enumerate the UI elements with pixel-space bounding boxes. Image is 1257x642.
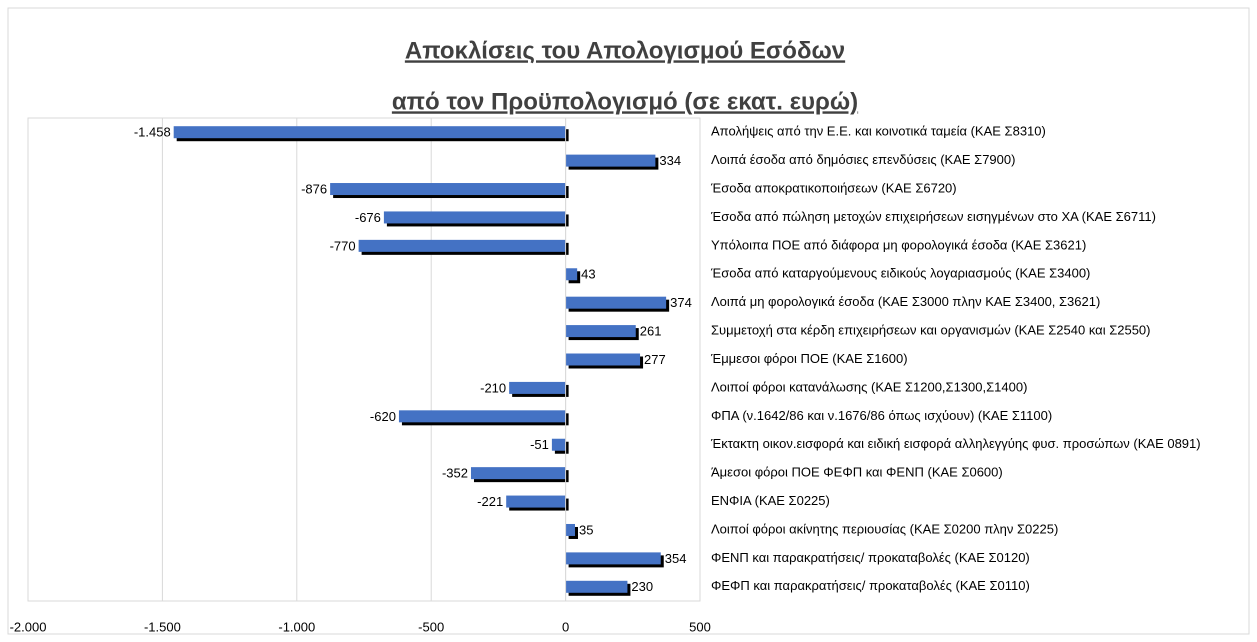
data-label: 43 [581,267,595,282]
data-label: 334 [659,153,681,168]
data-label: 35 [579,522,593,537]
data-label: -51 [530,437,549,452]
data-label: -676 [355,210,381,225]
y-tick-label: Έσοδα από καταργούμενους ειδικούς λογαρι… [710,266,1090,281]
y-tick-label: ΦΕΝΠ και παρακρατήσεις/ προκαταβολές (ΚΑ… [711,550,1030,565]
bar [509,381,566,394]
x-tick-label: -1.500 [144,619,181,634]
bar [470,467,566,480]
bar [565,325,636,338]
data-label: 354 [665,551,687,566]
bar [565,353,641,366]
y-tick-label: Έμμεσοι φόροι ΠΟΕ (ΚΑΕ Σ1600) [710,351,908,366]
data-label: -352 [442,466,468,481]
y-tick-label: Έσοδα από πώληση μετοχών επιχειρήσεων ει… [710,209,1156,224]
data-label: 277 [644,352,666,367]
y-tick-label: ΦΠΑ (ν.1642/86 και ν.1676/86 όπως ισχύου… [711,408,1052,423]
y-tick-label: Απολήψεις από την Ε.Ε. και κοινοτικά ταμ… [711,124,1046,139]
y-tick-label: Έσοδα αποκρατικοποιήσεων (ΚΑΕ Σ6720) [710,180,957,195]
y-tick-label: Λοιπά μη φορολογικά έσοδα (ΚΑΕ Σ3000 πλη… [711,294,1100,309]
y-tick-label: Λοιποί φόροι ακίνητης περιουσίας (ΚΑΕ Σ0… [711,521,1058,536]
bar [565,523,576,536]
data-label: -620 [370,409,396,424]
bar [565,580,628,593]
data-label: -1.458 [134,125,171,140]
x-tick-label: 0 [562,619,569,634]
bar [565,296,667,309]
data-label: 230 [631,579,653,594]
bar [551,438,566,451]
x-tick-label: -1.000 [278,619,315,634]
bar [358,239,566,252]
data-label: -876 [301,181,327,196]
bar [565,268,578,281]
y-tick-label: Άμεσοι φόροι ΠΟΕ ΦΕΦΠ και ΦΕΝΠ (ΚΑΕ Σ060… [711,465,1003,480]
bar [383,211,566,224]
chart-title: Αποκλίσεις του Απολογισμού Εσόδων [405,37,845,64]
x-tick-label: -500 [418,619,444,634]
data-label: 374 [670,295,692,310]
x-tick-label: -2.000 [10,619,47,634]
bar [565,154,656,167]
y-tick-label: ΕΝΦΙΑ (ΚΑΕ Σ0225) [711,493,830,508]
bar [506,495,566,508]
y-tick-label: Συμμετοχή στα κέρδη επιχειρήσεων και οργ… [711,323,1150,338]
data-label: -210 [480,380,506,395]
y-tick-label: Λοιποί φόροι κατανάλωσης (ΚΑΕ Σ1200,Σ130… [711,379,1027,394]
data-label: -221 [477,494,503,509]
bar [330,183,566,196]
chart-title: από τον Προϋπολογισμό (σε εκατ. ευρώ) [392,88,858,115]
bar [398,410,566,423]
y-tick-label: Υπόλοιπα ΠΟΕ από διάφορα μη φορολογικά έ… [711,237,1086,252]
bar [173,126,566,139]
chart-border [7,7,1250,635]
y-tick-label: ΦΕΦΠ και παρακρατήσεις/ προκαταβολές (ΚΑ… [711,578,1030,593]
bar [565,552,661,565]
data-label: -770 [330,238,356,253]
x-tick-label: 500 [689,619,711,634]
y-tick-label: Έκτακτη οικον.εισφορά και ειδική εισφορά… [710,436,1201,451]
data-label: 261 [640,324,662,339]
y-tick-label: Λοιπά έσοδα από δημόσιες επενδύσεις (ΚΑΕ… [711,152,1015,167]
